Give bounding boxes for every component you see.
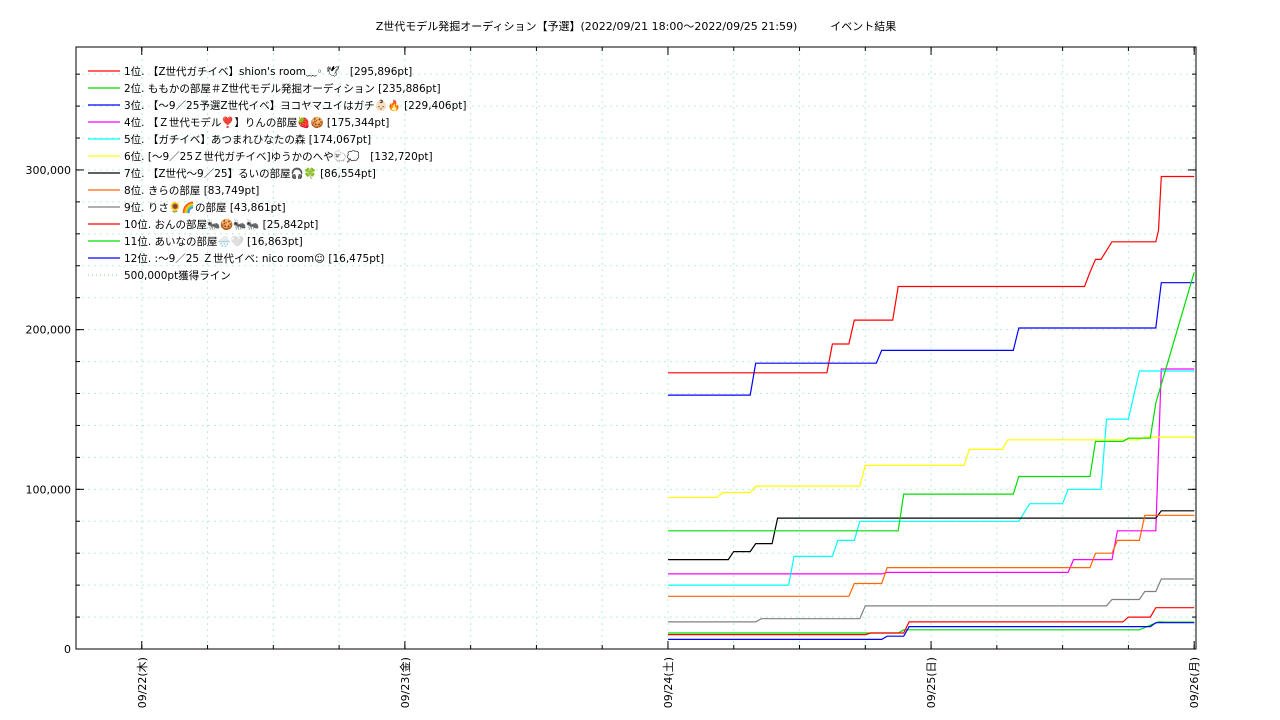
x-tick-label: 09/22(木): [136, 657, 149, 708]
series-line-6: [668, 436, 1195, 498]
legend: 1位. 【Z世代ガチイベ】shion's room﹏◦ 🕊 [295,896pt…: [88, 65, 466, 282]
series-line-12: [668, 622, 1195, 641]
series-line-2: [668, 621, 1195, 634]
x-tick-label: 09/24(土): [662, 657, 675, 708]
legend-entry: 8位. きらの部屋 [83,749pt]: [124, 184, 259, 197]
series-line-1: [668, 175, 1195, 374]
y-tick-label: 200,000: [26, 324, 72, 337]
series-line-11: [668, 272, 1195, 532]
series-line-3: [668, 282, 1195, 396]
legend-entry: 6位. [〜9／25Ｚ世代ガチイベ]ゆうかのへや🐑💭 [132,720pt]: [124, 150, 433, 163]
series-line-9: [668, 578, 1195, 623]
legend-entry: 4位. 【Ｚ世代モデル❣️】りんの部屋🍓🍪 [175,344pt]: [124, 116, 389, 129]
series-line-8: [668, 514, 1195, 597]
legend-entry: 1位. 【Z世代ガチイベ】shion's room﹏◦ 🕊 [295,896pt…: [124, 65, 412, 78]
series-line-10: [668, 607, 1195, 636]
y-tick-label: 0: [64, 643, 71, 656]
legend-entry: 500,000pt獲得ライン: [124, 269, 231, 282]
series-line-4: [668, 368, 1195, 575]
chart-title: Z世代モデル発掘オーディション【予選】(2022/09/21 18:00〜202…: [376, 19, 897, 33]
legend-entry: 3位. 【〜9／25予選Z世代イベ】ヨコヤマユイはガチ👶🏻🔥 [229,406p…: [124, 99, 466, 112]
legend-entry: 10位. おんの部屋🐜🍪🐜🐜 [25,842pt]: [124, 218, 318, 231]
x-tick-label: 09/23(金): [398, 657, 412, 708]
legend-entry: 5位. 【ガチイベ】あつまれひなたの森 [174,067pt]: [124, 133, 371, 146]
legend-entry: 11位. あいなの部屋🌧️🤍 [16,863pt]: [124, 235, 303, 248]
plot-frame: [75, 46, 1197, 650]
y-tick-label: 100,000: [26, 483, 72, 496]
grid: [75, 47, 1196, 649]
series-line-7: [668, 510, 1195, 561]
y-tick-label: 300,000: [26, 164, 72, 177]
series-line-5: [668, 370, 1195, 586]
x-tick-label: 09/25(日): [925, 657, 938, 708]
legend-entry: 9位. りさ🌻🌈の部屋 [43,861pt]: [124, 201, 286, 214]
x-axis: 09/22(木) 09/23(金) 09/24(土) 09/25(日) 09/26(月): [75, 47, 1201, 708]
legend-entry: 2位. ももかの部屋＃Z世代モデル発掘オーディション [235,886pt]: [124, 82, 441, 95]
series-lines: [668, 175, 1195, 641]
legend-entry: 12位. :〜9／25 Ｚ世代イベ: nico room☺︎ [16,475pt…: [124, 252, 384, 265]
x-tick-label: 09/26(月): [1188, 657, 1201, 708]
legend-entry: 7位. 【Z世代〜9／25】るいの部屋🎧🍀 [86,554pt]: [124, 167, 376, 180]
y-axis: 0 100,000 200,000 300,000: [26, 73, 1196, 656]
